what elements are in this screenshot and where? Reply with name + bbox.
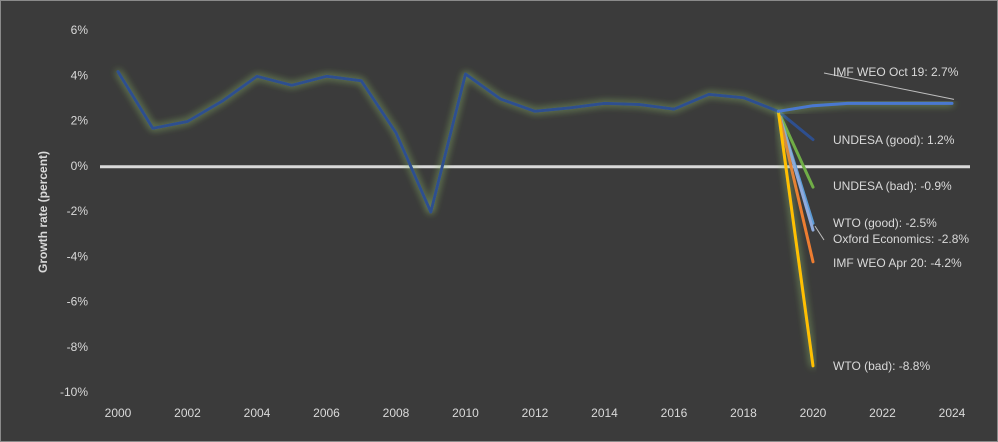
x-tick-label: 2018	[730, 406, 757, 420]
series-line	[116, 70, 780, 214]
series-label: UNDESA (bad): -0.9%	[833, 179, 952, 193]
series-line	[776, 109, 815, 189]
y-tick-label: -10%	[60, 385, 88, 399]
x-tick-label: 2002	[174, 406, 201, 420]
y-tick-label: 2%	[71, 114, 89, 128]
y-tick-label: -6%	[67, 295, 89, 309]
x-tick-label: 2010	[452, 406, 479, 420]
series-label: UNDESA (good): 1.2%	[833, 133, 955, 147]
x-tick-label: 2014	[591, 406, 618, 420]
series-label: WTO (good): -2.5%	[833, 216, 937, 230]
y-tick-label: -4%	[67, 249, 89, 263]
x-tick-label: 2004	[244, 406, 271, 420]
x-tick-label: 2000	[105, 406, 132, 420]
x-tick-label: 2016	[661, 406, 688, 420]
x-tick-label: 2024	[939, 406, 966, 420]
x-tick-label: 2022	[869, 406, 896, 420]
series-label: Oxford Economics: -2.8%	[833, 232, 969, 246]
series-line	[776, 101, 954, 113]
series-label: IMF WEO Oct 19: 2.7%	[833, 65, 959, 79]
y-tick-label: -2%	[67, 204, 89, 218]
leader-line	[814, 225, 825, 241]
series-label: IMF WEO Apr 20: -4.2%	[833, 256, 962, 270]
y-tick-label: 4%	[71, 68, 89, 82]
x-tick-label: 2012	[522, 406, 549, 420]
y-tick-label: -8%	[67, 340, 89, 354]
series-line	[776, 109, 815, 368]
y-tick-label: 0%	[71, 159, 89, 173]
x-tick-label: 2020	[800, 406, 827, 420]
series-line	[776, 109, 815, 142]
y-axis-title: Growth rate (percent)	[36, 151, 50, 273]
x-tick-label: 2008	[383, 406, 410, 420]
y-tick-label: 6%	[71, 23, 89, 37]
leader-line	[823, 72, 955, 100]
series-line	[776, 109, 815, 264]
x-tick-label: 2006	[313, 406, 340, 420]
series-label: WTO (bad): -8.8%	[833, 359, 930, 373]
